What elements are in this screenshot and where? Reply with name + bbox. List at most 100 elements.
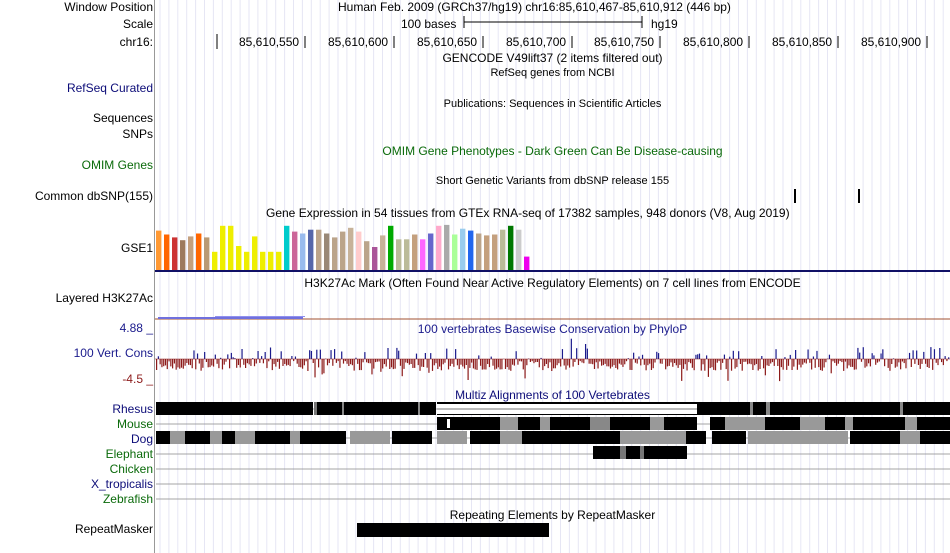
species-label-mouse[interactable]: Mouse	[116, 417, 153, 431]
phylop-signal[interactable]	[155, 338, 950, 382]
gtex-tissue-bar	[332, 237, 338, 270]
phylop-bar	[873, 355, 875, 359]
multiz-track-title[interactable]: Multiz Alignments of 100 Vertebrates	[455, 388, 650, 402]
species-label-dog[interactable]: Dog	[130, 432, 153, 446]
phylop-bar	[583, 359, 585, 364]
ruler-tick-label: 85,610,850	[772, 35, 833, 49]
phylop-bar	[611, 359, 613, 367]
phylop-bar	[869, 359, 871, 367]
phylop-bar	[570, 338, 572, 359]
dbsnp-track-title[interactable]: Short Genetic Variants from dbSNP releas…	[435, 175, 670, 187]
h3k27ac-track-title[interactable]: H3K27Ac Mark (Often Found Near Active Re…	[304, 276, 801, 290]
species-label-chicken[interactable]: Chicken	[109, 462, 153, 476]
phylop-bar	[373, 359, 375, 369]
phylop-bar	[403, 359, 405, 369]
alignment-block	[392, 431, 432, 444]
gtex-tissue-bar	[468, 230, 474, 270]
phylop-bar	[809, 359, 811, 363]
repeatmasker-track-title[interactable]: Repeating Elements by RepeatMasker	[449, 508, 656, 522]
gtex-tissue-bar	[284, 225, 290, 270]
phylop-bar	[905, 359, 907, 369]
gtex-tissue-bar	[436, 225, 442, 270]
alignment-block	[210, 431, 222, 444]
species-label-rhesus[interactable]: Rhesus	[112, 402, 153, 416]
label-column-divider	[154, 0, 155, 553]
alignment-block	[350, 431, 390, 444]
alignment-block	[750, 402, 753, 415]
publications-track-title[interactable]: Publications: Sequences in Scientific Ar…	[443, 98, 662, 110]
phylop-bar	[230, 352, 232, 359]
omim-track-title[interactable]: OMIM Gene Phenotypes - Dark Green Can Be…	[382, 144, 723, 158]
phylop-bar	[394, 359, 396, 369]
phylop-bar	[729, 356, 731, 359]
gencode-track-title[interactable]: GENCODE V49lift37 (2 items filtered out)	[442, 51, 663, 65]
snps-track-label[interactable]: SNPs	[122, 127, 153, 141]
repeatmasker-track-label[interactable]: RepeatMasker	[74, 522, 153, 536]
phylop-bar	[554, 359, 556, 369]
phylop-bar	[601, 359, 603, 366]
phylop-bar	[494, 359, 496, 370]
phylop-bar	[825, 359, 827, 363]
phylop-bar	[204, 352, 206, 359]
phylop-bar	[795, 350, 797, 359]
chrom-label: chr16:	[119, 35, 153, 49]
repeatmasker-element[interactable]	[357, 523, 549, 537]
h3k27ac-signal[interactable]	[155, 316, 950, 320]
phylop-bar	[681, 359, 683, 381]
phylop-bar	[716, 359, 718, 363]
gtex-track-title[interactable]: Gene Expression in 54 tissues from GTEx …	[266, 206, 790, 220]
phylop-bar	[547, 359, 549, 369]
phylop-bar	[894, 359, 896, 368]
phylop-bar	[341, 351, 343, 359]
phylop-bar	[177, 359, 179, 368]
phylop-bar	[513, 359, 515, 366]
species-label-x-tropicalis[interactable]: X_tropicalis	[90, 477, 153, 491]
phylop-bar	[376, 359, 378, 362]
alignment-block	[540, 417, 550, 430]
dbsnp-variant-marks[interactable]	[794, 189, 860, 203]
phylop-bar	[488, 359, 491, 368]
phylop-bar	[455, 349, 457, 359]
phylop-max-value: 4.88 _	[119, 321, 153, 335]
phylop-bar	[675, 359, 677, 366]
phylop-track-title[interactable]: 100 vertebrates Basewise Conservation by…	[417, 322, 688, 336]
phylop-bar	[252, 358, 254, 359]
alignment-block	[748, 431, 848, 444]
omim-track-label[interactable]: OMIM Genes	[81, 158, 153, 172]
phylop-bar	[739, 359, 742, 364]
species-label-elephant[interactable]: Elephant	[105, 447, 153, 461]
phylop-bar	[860, 359, 863, 362]
alignment-block	[620, 431, 686, 444]
phylop-bar	[896, 359, 898, 367]
gtex-track-label[interactable]: GSE1	[120, 241, 153, 255]
phylop-bar	[819, 359, 822, 371]
dbsnp-track-label[interactable]: Common dbSNP(155)	[34, 189, 153, 203]
phylop-bar	[529, 359, 531, 362]
phylop-bar	[659, 359, 661, 364]
phylop-bar	[818, 359, 820, 368]
refseq-track-label[interactable]: RefSeq Curated	[66, 81, 153, 95]
phylop-bar	[707, 359, 709, 377]
gtex-tissue-bar	[244, 251, 250, 270]
phylop-bar	[633, 352, 635, 359]
phylop-bar	[784, 357, 786, 359]
gtex-tissue-bar	[484, 235, 490, 270]
h3k27ac-track-label[interactable]: Layered H3K27Ac	[55, 291, 153, 305]
phylop-bar	[335, 359, 337, 363]
phylop-bar	[666, 359, 669, 367]
phylop-bar	[741, 359, 743, 371]
phylop-bar	[901, 359, 904, 362]
phylop-track-label[interactable]: 100 Vert. Cons	[73, 346, 153, 360]
species-label-zebrafish[interactable]: Zebrafish	[102, 492, 153, 506]
sequences-track-label[interactable]: Sequences	[92, 111, 153, 125]
phylop-bar	[385, 359, 387, 367]
phylop-bar	[846, 359, 848, 369]
phylop-bar	[387, 348, 389, 359]
refseq-track-title[interactable]: RefSeq genes from NCBI	[490, 67, 615, 79]
gtex-bar-group[interactable]	[156, 224, 530, 270]
phylop-bar	[253, 359, 256, 367]
phylop-bar	[414, 359, 416, 368]
phylop-bar	[691, 359, 693, 368]
multiz-alignment-blocks[interactable]	[156, 402, 950, 500]
